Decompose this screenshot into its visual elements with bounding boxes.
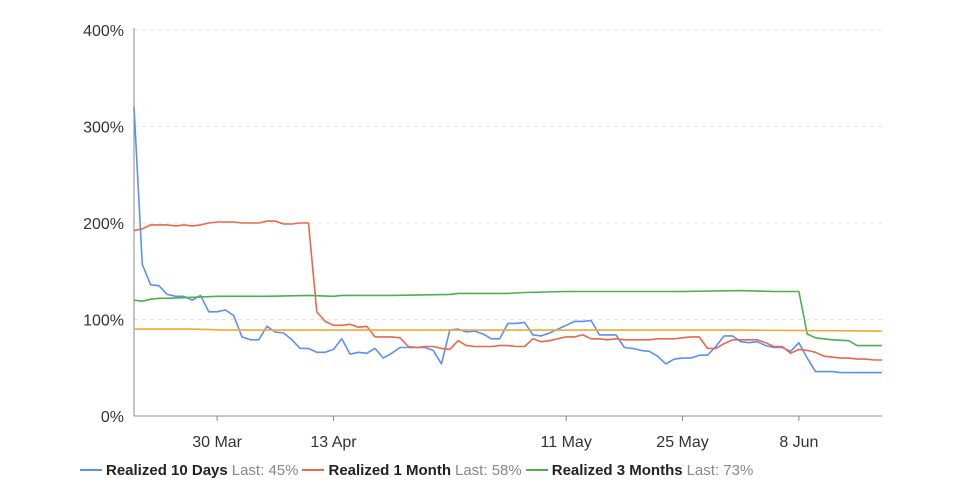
legend-item-realized-10-days[interactable]: Realized 10 Days Last: 45% <box>80 462 298 479</box>
legend-item-realized-3-months[interactable]: Realized 3 Months Last: 73% <box>525 461 754 479</box>
legend-label: Realized 10 Days <box>106 461 228 479</box>
line-chart: 0% 100% 200% 300% 400% 30 Mar 13 Apr 11 May 25 … <box>83 23 883 451</box>
x-axis: 30 Mar 13 Apr 11 May 25 May 8 Jun <box>192 416 818 451</box>
grid-layer <box>134 29 882 320</box>
legend-last-value: 45% <box>268 461 299 479</box>
legend-last-label: Last: <box>686 461 720 479</box>
series-layer <box>133 107 883 374</box>
y-axis: 0% 100% 200% 300% 400% <box>83 23 124 426</box>
series-line-0 <box>133 107 882 374</box>
x-tick-label: 11 May <box>541 434 592 451</box>
axes <box>133 28 882 417</box>
series-line-1 <box>133 220 882 361</box>
legend-last-label: Last: <box>231 461 265 479</box>
y-tick-label: 100% <box>83 313 124 330</box>
y-tick-label: 0% <box>101 409 124 426</box>
legend-label: Realized 1 Month <box>328 461 451 479</box>
legend-swatch <box>525 469 548 471</box>
legend-last-value: 58% <box>491 461 522 479</box>
series-line-2 <box>133 289 882 347</box>
legend-last-value: 73% <box>723 461 754 479</box>
series-line-3 <box>134 328 883 332</box>
x-tick-label: 25 May <box>656 434 708 451</box>
legend-item-realized-1-month[interactable]: Realized 1 Month Last: 58% <box>302 461 522 479</box>
y-tick-label: 300% <box>83 120 124 137</box>
x-tick-label: 30 Mar <box>192 434 242 451</box>
x-tick-label: 8 Jun <box>779 434 818 451</box>
legend-swatch <box>302 469 325 471</box>
y-tick-label: 400% <box>83 23 124 40</box>
legend: Realized 10 Days Last: 45% Realized 1 Mo… <box>80 460 757 480</box>
y-tick-label: 200% <box>83 216 124 233</box>
legend-label: Realized 3 Months <box>551 461 683 479</box>
x-tick-label: 13 Apr <box>310 434 357 451</box>
legend-swatch <box>80 469 102 471</box>
legend-last-label: Last: <box>455 461 488 479</box>
